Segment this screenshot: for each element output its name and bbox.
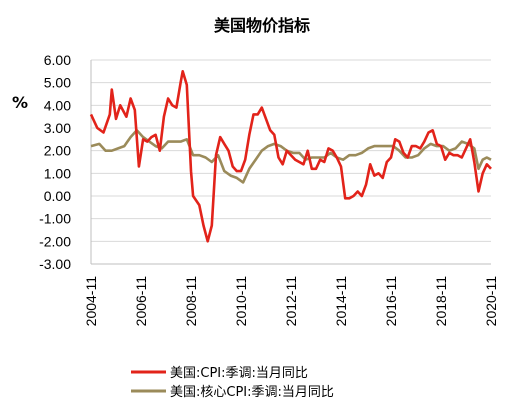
grid-lines	[90, 59, 491, 265]
x-tick-label: 2008-11	[183, 276, 199, 327]
legend-label: 美国:CPI:季调:当月同比	[170, 366, 308, 381]
chart-title: 美国物价指标	[214, 16, 310, 35]
x-tick-labels: 2004-11 2006-11 2008-11 2010-11 2012-11 2014-…	[83, 276, 499, 327]
y-tick-label: -2.00	[39, 233, 71, 249]
x-tick-label: 2006-11	[133, 276, 149, 327]
legend-label: 美国:核心CPI:季调:当月同比	[170, 385, 334, 400]
y-tick-label: 1.00	[44, 165, 71, 181]
x-tick-label: 2014-11	[333, 276, 349, 327]
y-tick-label: 3.00	[44, 120, 71, 136]
y-tick-label: 5.00	[44, 75, 71, 91]
y-tick-label: 6.00	[44, 52, 71, 68]
y-axis-label: %	[12, 93, 28, 112]
y-tick-label: -3.00	[39, 256, 71, 272]
y-tick-label: 0.00	[44, 188, 71, 204]
x-tick-label: 2018-11	[433, 276, 449, 327]
y-tick-label: 2.00	[44, 143, 71, 159]
y-tick-label: -1.00	[39, 211, 71, 227]
x-tick-label: 2010-11	[233, 276, 249, 327]
x-tick-label: 2012-11	[283, 276, 299, 327]
x-tick-label: 2020-11	[483, 276, 499, 327]
x-tick-label: 2004-11	[83, 276, 99, 327]
series-lines	[89, 70, 492, 243]
y-tick-label: 4.00	[44, 97, 71, 113]
x-tick-label: 2016-11	[383, 276, 399, 327]
y-tick-labels: 6.00 5.00 4.00 3.00 2.00 1.00 0.00 -1.00 -2.00 -3…	[39, 52, 71, 272]
cpi-series-line	[89, 70, 492, 243]
